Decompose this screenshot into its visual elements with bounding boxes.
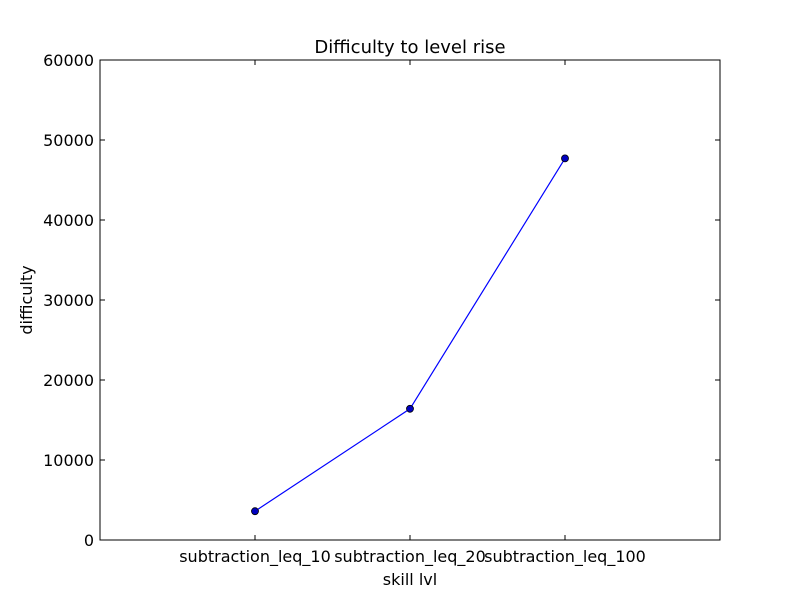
y-tick-label: 10000: [43, 451, 94, 470]
chart-title: Difficulty to level rise: [314, 37, 505, 58]
y-axis: 0 10000 20000 30000 40000 50000 60000: [43, 51, 720, 550]
series-line: [254, 158, 566, 512]
y-tick-label: 60000: [43, 51, 94, 70]
data-point: [251, 507, 259, 516]
y-tick-label: 50000: [43, 131, 94, 150]
y-tick-label: 40000: [43, 211, 94, 230]
y-tick-label: 20000: [43, 371, 94, 390]
x-tick-label: subtraction_leq_100: [484, 547, 646, 567]
x-tick-label: subtraction_leq_20: [334, 547, 486, 567]
y-axis-label: difficulty: [17, 265, 36, 334]
y-tick-label: 0: [84, 531, 94, 550]
x-axis-label: skill lvl: [383, 570, 437, 589]
x-tick-label: subtraction_leq_10: [179, 547, 331, 567]
series-layer: [251, 154, 569, 516]
x-axis: subtraction_leq_10 subtraction_leq_20subt…: [179, 60, 646, 567]
data-point: [406, 404, 414, 413]
data-point: [561, 154, 569, 163]
y-tick-label: 30000: [43, 291, 94, 310]
plot-area: [99, 59, 721, 541]
